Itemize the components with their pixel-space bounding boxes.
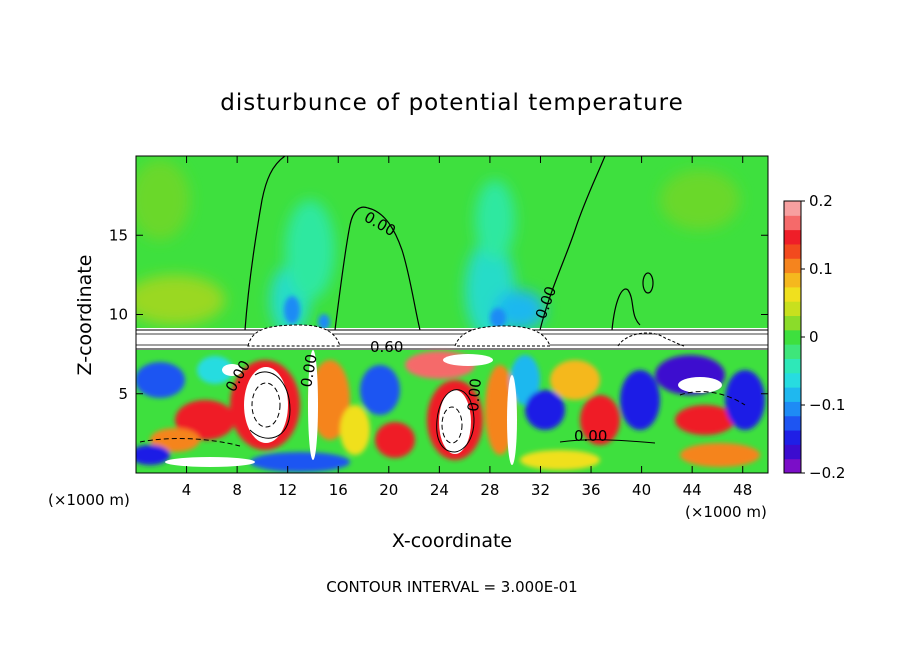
upper-field (136, 156, 768, 346)
colorbar-cell-13 (784, 272, 801, 288)
colorbar-tick-label-3: −0.1 (809, 396, 845, 414)
colorbar-tick-label-0: 0.2 (809, 192, 833, 210)
colorbar-cell-7 (784, 358, 801, 374)
colorbar-cell-8 (784, 344, 801, 359)
x-tick-label-4: 20 (379, 481, 398, 499)
x-axis: 4 8 12 16 20 24 28 32 36 40 44 48 (182, 156, 752, 499)
thermal-bump-1 (247, 324, 341, 347)
thermal-bump-2 (454, 325, 551, 347)
y-tick-label-0: 5 (118, 385, 128, 403)
contour-line-zero-3 (539, 156, 606, 331)
colorbar-cell-10 (784, 315, 801, 331)
warm-core-2 (439, 390, 471, 454)
colorbar-tick-label-4: −0.2 (809, 464, 845, 482)
contour-line-zero-2 (334, 206, 421, 331)
x-unit-right: (×1000 m) (685, 503, 767, 521)
plot-field: 0.00 0.00 0.60 0.00 0.00 0.00 0.00 (136, 156, 768, 473)
colorbar-cell-1 (784, 444, 801, 460)
colorbar-cell-18 (784, 201, 801, 216)
x-tick-label-11: 48 (733, 481, 752, 499)
y-axis-label: Z-coordinate (74, 255, 96, 376)
chart-title: disturbunce of potential temperature (220, 90, 684, 116)
colorbar: 0.2 0.1 0 −0.1 −0.2 (783, 192, 845, 482)
x-tick-label-8: 36 (581, 481, 600, 499)
x-tick-label-1: 8 (232, 481, 242, 499)
colorbar-cell-14 (784, 258, 801, 274)
x-axis-label: X-coordinate (392, 530, 512, 552)
colorbar-cell-11 (784, 301, 801, 317)
colorbar-cell-0 (784, 458, 801, 474)
contour-interval: CONTOUR INTERVAL = 3.000E-01 (326, 578, 577, 596)
colorbar-cell-5 (784, 387, 801, 402)
colorbar-cell-12 (784, 286, 801, 302)
colorbar-cell-15 (784, 243, 801, 259)
y-tick-label-1: 10 (109, 306, 128, 324)
contour-label-6: 0.00 (464, 378, 485, 413)
colorbar-cell-9 (784, 329, 801, 345)
warm-core-1 (244, 367, 288, 443)
contour-label-5: 0.00 (297, 353, 321, 389)
x-tick-label-5: 24 (430, 481, 449, 499)
contour-label-3: 0.60 (370, 338, 403, 356)
y-tick-label-2: 15 (109, 226, 128, 244)
x-tick-label-10: 44 (683, 481, 702, 499)
colorbar-cell-3 (784, 415, 801, 431)
colorbar-cell-4 (784, 401, 801, 417)
contour-label-7: 0.00 (574, 427, 607, 445)
x-tick-label-2: 12 (278, 481, 297, 499)
y-axis: 5 10 15 (109, 226, 768, 403)
x-tick-label-6: 28 (480, 481, 499, 499)
colorbar-cell-6 (784, 372, 801, 388)
stable-band (136, 328, 768, 350)
x-tick-label-9: 40 (632, 481, 651, 499)
x-unit-left: (×1000 m) (48, 491, 130, 509)
x-tick-label-3: 16 (329, 481, 348, 499)
contour-line-zero-1 (244, 156, 286, 331)
colorbar-cell-17 (784, 215, 801, 231)
x-tick-label-0: 4 (182, 481, 192, 499)
colorbar-tick-label-2: 0 (809, 328, 819, 346)
x-tick-label-7: 32 (531, 481, 550, 499)
colorbar-tick-label-1: 0.1 (809, 260, 833, 278)
colorbar-cell-2 (784, 430, 801, 445)
colorbar-cell-16 (784, 229, 801, 245)
